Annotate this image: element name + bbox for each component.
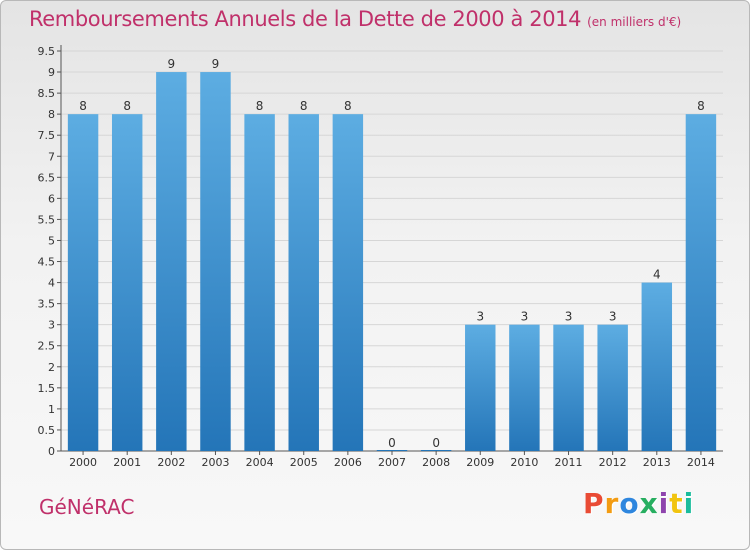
x-tick-label: 2005 <box>290 456 318 469</box>
bar-value-label: 4 <box>653 268 661 282</box>
y-tick-label: 2.5 <box>38 340 56 353</box>
bar <box>244 114 275 451</box>
x-tick-label: 2009 <box>466 456 494 469</box>
y-tick-label: 4 <box>48 277 55 290</box>
y-tick-label: 7.5 <box>38 129 56 142</box>
x-tick-label: 2013 <box>643 456 671 469</box>
bar-value-label: 3 <box>476 310 484 324</box>
y-tick-label: 1.5 <box>38 382 56 395</box>
y-tick-label: 5.5 <box>38 213 56 226</box>
y-tick-label: 8.5 <box>38 87 56 100</box>
bar <box>420 450 452 451</box>
commune-name: GéNéRAC <box>39 495 135 519</box>
y-tick-label: 0.5 <box>38 424 56 437</box>
chart-title-text: Remboursements Annuels de la Dette de 20… <box>29 7 582 31</box>
y-tick-label: 4.5 <box>38 256 56 269</box>
y-tick-label: 9 <box>48 66 55 79</box>
x-tick-label: 2012 <box>599 456 627 469</box>
x-tick-label: 2011 <box>555 456 583 469</box>
bar-value-label: 9 <box>212 57 220 71</box>
bar-value-label: 8 <box>79 99 87 113</box>
bar <box>156 72 187 451</box>
bar-value-label: 3 <box>521 310 529 324</box>
chart-title: Remboursements Annuels de la Dette de 20… <box>29 7 681 31</box>
bar <box>67 114 99 451</box>
bar <box>641 282 673 451</box>
y-tick-label: 1 <box>48 403 55 416</box>
bar <box>288 114 319 451</box>
bar <box>200 72 231 451</box>
y-tick-label: 6 <box>48 192 55 205</box>
bar <box>597 324 628 451</box>
chart-unit: (en milliers d'€) <box>587 15 682 29</box>
y-tick-label: 3.5 <box>38 298 56 311</box>
x-tick-label: 2007 <box>378 456 406 469</box>
bar-value-label: 9 <box>168 57 176 71</box>
x-tick-label: 2004 <box>246 456 274 469</box>
y-tick-label: 5 <box>48 234 55 247</box>
x-tick-label: 2008 <box>422 456 450 469</box>
bar-value-label: 8 <box>300 99 308 113</box>
x-tick-label: 2003 <box>201 456 229 469</box>
bar <box>376 450 408 451</box>
x-tick-label: 2002 <box>157 456 185 469</box>
bar-value-label: 8 <box>697 99 705 113</box>
y-tick-label: 3 <box>48 319 55 332</box>
bar <box>332 114 364 451</box>
x-tick-label: 2010 <box>510 456 538 469</box>
bar <box>685 114 717 451</box>
bar-value-label: 0 <box>432 436 440 450</box>
y-tick-label: 2 <box>48 361 55 374</box>
bar <box>111 114 143 451</box>
x-tick-label: 2001 <box>113 456 141 469</box>
bar <box>465 324 496 451</box>
proxiti-logo: Proxiti <box>583 487 695 520</box>
y-tick-label: 6.5 <box>38 171 56 184</box>
bar-value-label: 8 <box>123 99 131 113</box>
x-tick-label: 2000 <box>69 456 97 469</box>
y-tick-label: 9.5 <box>38 45 56 58</box>
y-tick-label: 7 <box>48 150 55 163</box>
bar-value-label: 8 <box>344 99 352 113</box>
x-tick-label: 2006 <box>334 456 362 469</box>
bar-value-label: 3 <box>565 310 573 324</box>
x-tick-label: 2014 <box>687 456 715 469</box>
bar-value-label: 8 <box>256 99 264 113</box>
bar-value-label: 0 <box>388 436 396 450</box>
bar <box>553 324 584 451</box>
bar <box>509 324 540 451</box>
y-tick-label: 0 <box>48 445 55 458</box>
y-tick-label: 8 <box>48 108 55 121</box>
bar-value-label: 3 <box>609 310 617 324</box>
